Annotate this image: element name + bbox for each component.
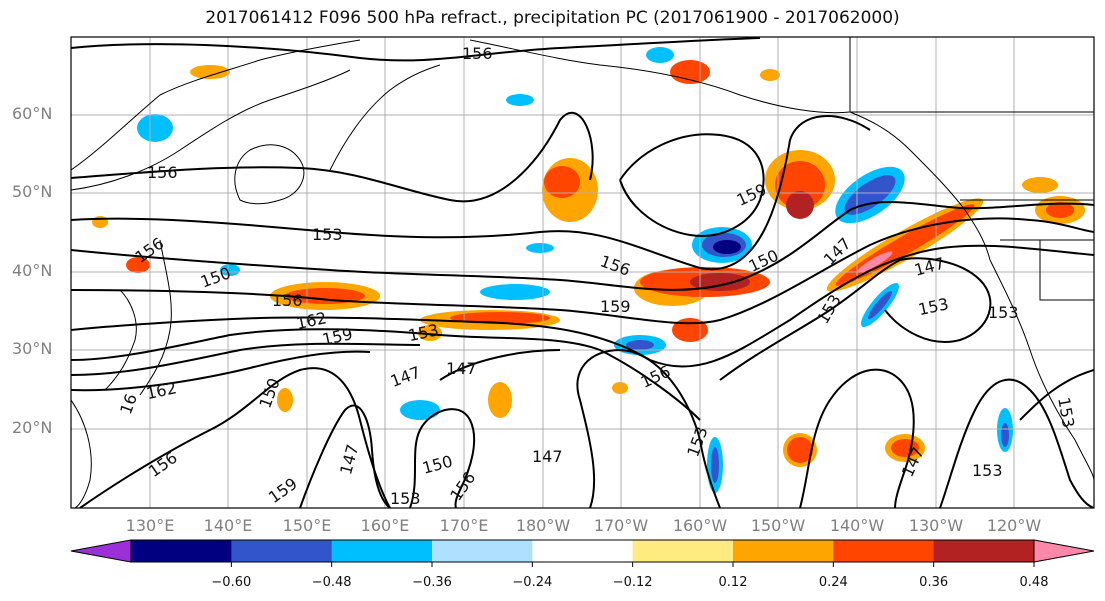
lon-label-150E: 150°E: [282, 516, 332, 535]
lon-label-170E: 170°E: [439, 516, 489, 535]
map-title: 2017061412 F096 500 hPa refract., precip…: [205, 8, 900, 28]
contour-label: 153: [312, 225, 343, 244]
plot-frame: [70, 36, 1095, 509]
colorbar-frame: [130, 539, 1035, 563]
colorbar-segment: [933, 540, 1035, 562]
colorbar-segment: [432, 540, 533, 562]
contour-label: 153: [988, 303, 1019, 322]
colorbar-extend-low: [70, 539, 132, 563]
contour-label: 147: [446, 359, 477, 378]
colorbar-extend-high: [1033, 539, 1095, 563]
colorbar-tick-label: −0.24: [512, 575, 553, 590]
colorbar-tick-label: 0.12: [718, 575, 748, 590]
lon-label-170W: 170°W: [593, 516, 649, 535]
colorbar-tick-label: 0.48: [1019, 575, 1049, 590]
lat-label-60: 60°N: [12, 104, 53, 123]
lat-label-40: 40°N: [12, 261, 53, 280]
colorbar-segment: [833, 540, 935, 562]
colorbar-tick-label: −0.48: [311, 575, 352, 590]
contour-lines: [71, 37, 1094, 508]
contour-label: 153: [390, 489, 421, 508]
lon-label-140E: 140°E: [203, 516, 253, 535]
colorbar-tick-label: 0.36: [919, 575, 949, 590]
colorbar-segment: [231, 540, 333, 562]
colorbar-segment: [532, 540, 634, 562]
lon-label-160E: 160°E: [360, 516, 410, 535]
lon-label-130W: 130°W: [908, 516, 964, 535]
lon-label-150W: 150°W: [750, 516, 806, 535]
colorbar-segment: [131, 540, 232, 562]
colorbar-segment: [331, 540, 433, 562]
contour-label: 147: [532, 447, 563, 466]
coastlines: [71, 37, 1094, 508]
colorbar-segment: [733, 540, 834, 562]
lon-label-180W: 180°W: [515, 516, 571, 535]
gridlines: [71, 37, 1094, 508]
precip-shading: [92, 47, 1085, 493]
lon-label-130E: 130°E: [125, 516, 175, 535]
colorbar-tick-label: 0.24: [818, 575, 848, 590]
contour-label: 159: [600, 297, 631, 316]
lon-label-160W: 160°W: [672, 516, 728, 535]
colorbar: [70, 539, 1095, 567]
colorbar-tick-label: −0.60: [211, 575, 252, 590]
contour-label: 156: [462, 44, 493, 63]
colorbar-tick-label: −0.12: [612, 575, 653, 590]
contour-label: 156: [147, 163, 178, 182]
contour-label: 153: [972, 461, 1003, 480]
lon-label-140W: 140°W: [829, 516, 885, 535]
lat-label-20: 20°N: [12, 418, 53, 437]
contour-label: 156: [272, 291, 303, 310]
colorbar-tick-label: −0.36: [412, 575, 452, 590]
colorbar-segment: [632, 540, 734, 562]
lat-label-50: 50°N: [12, 182, 53, 201]
lat-label-30: 30°N: [12, 339, 53, 358]
lon-label-120W: 120°W: [986, 516, 1042, 535]
